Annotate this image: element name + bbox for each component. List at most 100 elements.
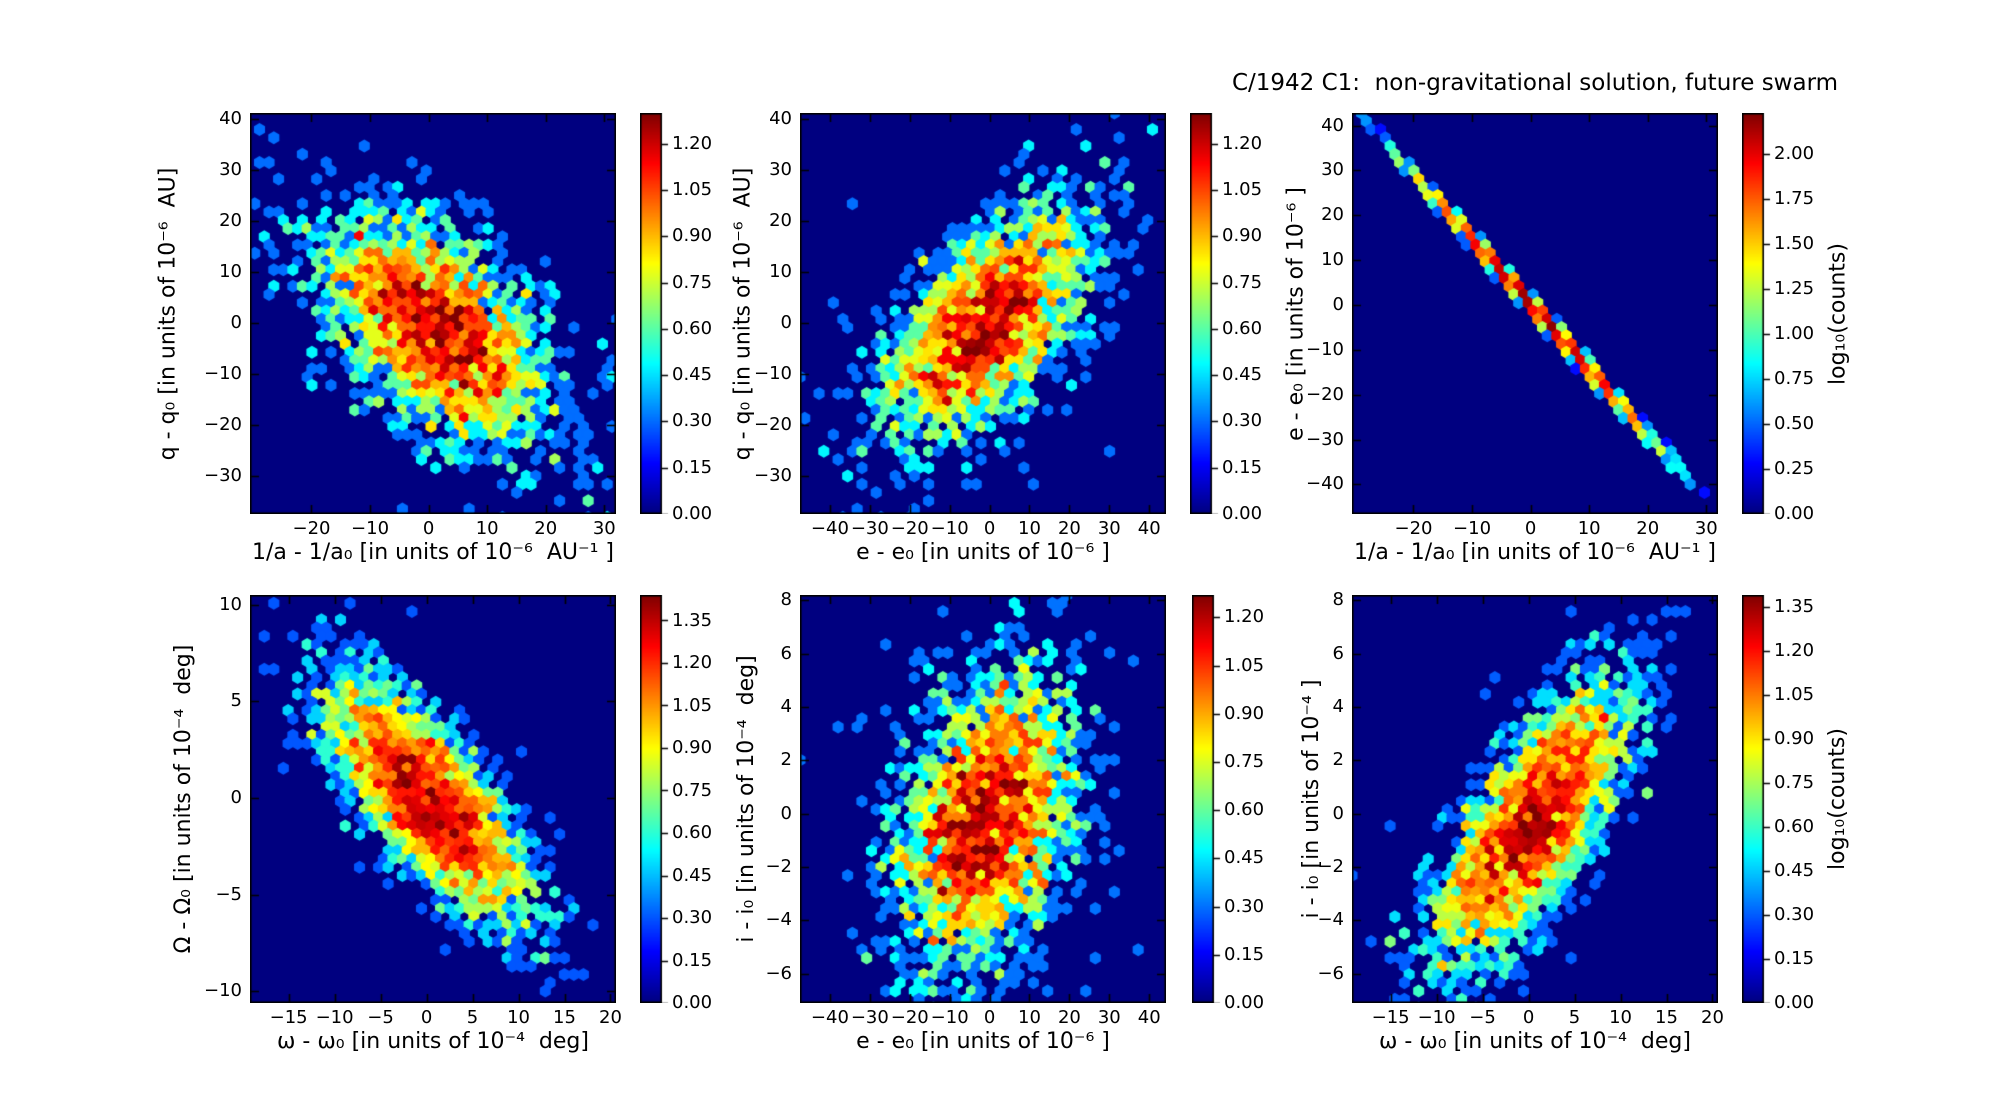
x-tick-label: 15	[1655, 1007, 1678, 1028]
colorbar-tick-label: 0.15	[1774, 947, 1815, 969]
x-tick-label: 15	[553, 1007, 576, 1028]
figure-title: C/1942 C1: non-gravitational solution, f…	[1231, 70, 1839, 96]
hexbin-canvas-q-q0 vs 1/a-1/a0	[250, 113, 616, 514]
x-tick-label: 0	[983, 518, 996, 539]
y-tick-label: −2	[1317, 856, 1344, 877]
x-axis-label: e - e₀ [in units of 10⁻⁶ ]	[856, 540, 1110, 565]
colorbar-canvas-e-e0 vs 1/a-1/a0	[1742, 113, 1772, 514]
y-tick-label: 10	[1321, 249, 1344, 271]
x-tick-label: −10	[351, 518, 390, 539]
colorbar-tick-label: 0.60	[1774, 815, 1815, 837]
y-tick-label: 0	[230, 311, 242, 333]
y-tick-label: 20	[1321, 204, 1344, 226]
colorbar-tick-label: 0.25	[1774, 458, 1815, 480]
colorbar-tick-label: 0.30	[1222, 410, 1263, 432]
colorbar-tick-label: 0.00	[1774, 992, 1815, 1013]
y-tick-label: 8	[780, 589, 792, 611]
y-tick-label: 40	[1321, 114, 1344, 136]
y-tick-label: −2	[765, 856, 792, 877]
colorbar-tick-label: 0.30	[1774, 903, 1815, 925]
x-axis-label: 1/a - 1/a₀ [in units of 10⁻⁶ AU⁻¹ ]	[251, 540, 614, 565]
x-tick-label: 30	[1097, 1007, 1121, 1028]
colorbar-tick-label: 0.45	[1222, 364, 1263, 386]
y-tick-label: 10	[219, 593, 242, 615]
y-tick-label: −20	[204, 413, 242, 435]
colorbar-tick-label: 2.00	[1774, 143, 1815, 165]
y-axis-label: i - i₀ [in units of 10⁻⁴ ]	[1299, 679, 1324, 919]
x-tick-label: −5	[1469, 1007, 1496, 1028]
x-tick-label: −15	[1371, 1007, 1410, 1028]
colorbar-canvas-q-q0 vs e-e0	[1190, 113, 1220, 514]
colorbar-tick-label: 1.05	[672, 694, 713, 716]
colorbar-tick-label: 1.20	[1224, 606, 1265, 628]
colorbar-tick-label: 0.15	[672, 949, 713, 971]
colorbar-tick-label: 0.45	[1224, 847, 1265, 869]
y-tick-label: 30	[1321, 159, 1344, 181]
x-tick-label: 0	[1524, 518, 1537, 539]
y-tick-label: −10	[1306, 338, 1344, 360]
x-axis-label: 1/a - 1/a₀ [in units of 10⁻⁶ AU⁻¹ ]	[1353, 540, 1716, 565]
colorbar-tick-label: 0.15	[1224, 943, 1265, 965]
colorbar-tick-label: 1.20	[1774, 639, 1815, 661]
colorbar-tick-label: 0.00	[1224, 992, 1265, 1013]
colorbar-tick-label: 1.05	[1224, 654, 1265, 676]
y-tick-label: 10	[219, 260, 242, 282]
colorbar-tick-label: 1.75	[1774, 188, 1815, 210]
y-axis-label: q - q₀ [in units of 10⁻⁶ AU]	[155, 167, 180, 460]
colorbar-tick-label: 0.45	[1774, 859, 1815, 881]
x-tick-label: 30	[1694, 518, 1718, 539]
colorbar-tick-label: 0.30	[672, 410, 713, 432]
x-tick-label: 10	[1609, 1007, 1632, 1028]
colorbar-tick-label: 0.15	[672, 456, 713, 478]
x-tick-label: −20	[890, 518, 929, 539]
x-tick-label: −20	[1394, 518, 1433, 539]
y-tick-label: 40	[219, 108, 242, 130]
x-axis-label: e - e₀ [in units of 10⁻⁶ ]	[856, 1029, 1110, 1054]
colorbar-tick-label: 0.50	[1774, 413, 1815, 435]
colorbar-tick-label: 0.30	[1224, 895, 1265, 917]
x-tick-label: 10	[1018, 1007, 1041, 1028]
x-tick-label: 0	[420, 1007, 433, 1028]
x-tick-label: −10	[1453, 518, 1492, 539]
x-tick-label: 30	[592, 518, 616, 539]
colorbar-tick-label: 0.15	[1222, 456, 1263, 478]
x-tick-label: 40	[1137, 1007, 1161, 1028]
colorbar-tick-label: 0.00	[1774, 503, 1815, 524]
colorbar-tick-label: 0.00	[672, 503, 713, 524]
colorbar-tick-label: 0.30	[672, 907, 713, 928]
y-tick-label: −6	[1317, 962, 1344, 984]
colorbar-tick-label: 0.75	[1774, 368, 1815, 390]
y-tick-label: 0	[780, 311, 792, 333]
y-tick-label: 20	[769, 210, 792, 232]
colorbar-tick-label: 0.60	[672, 822, 713, 843]
y-tick-label: −4	[765, 909, 792, 931]
y-tick-label: 40	[769, 108, 792, 130]
colorbar-tick-label: 1.05	[1774, 683, 1815, 705]
y-tick-label: −10	[204, 980, 242, 1002]
colorbar-tick-label: 0.90	[672, 225, 713, 247]
x-tick-label: 0	[422, 518, 435, 539]
y-tick-label: −4	[1317, 909, 1344, 931]
hexbin-canvas-e-e0 vs 1/a-1/a0	[1352, 113, 1718, 514]
y-axis-label: i - i₀ [in units of 10⁻⁴ deg]	[734, 655, 759, 943]
colorbar-label: log₁₀(counts)	[1825, 728, 1850, 870]
x-tick-label: 5	[466, 1007, 479, 1028]
x-tick-label: −10	[315, 1007, 354, 1028]
colorbar-canvas-i-i0 vs e-e0	[1192, 595, 1222, 1003]
y-tick-label: 0	[780, 802, 792, 824]
y-tick-label: 5	[230, 690, 242, 712]
x-tick-label: −40	[810, 518, 849, 539]
x-tick-label: 10	[1018, 518, 1041, 539]
x-tick-label: 10	[507, 1007, 530, 1028]
y-tick-label: 2	[780, 749, 792, 771]
y-tick-label: −6	[765, 962, 792, 984]
colorbar-tick-label: 1.50	[1774, 233, 1815, 255]
colorbar-tick-label: 0.00	[1222, 503, 1263, 524]
colorbar-tick-label: 0.90	[1774, 727, 1815, 749]
colorbar-tick-label: 1.35	[672, 609, 713, 631]
y-tick-label: −30	[1306, 428, 1344, 450]
y-tick-label: −40	[1306, 473, 1344, 495]
hexbin-canvas-Omega-Omega0 vs omega-omega0	[250, 595, 616, 1003]
colorbar-canvas-i-i0 vs omega-omega0	[1742, 595, 1772, 1003]
